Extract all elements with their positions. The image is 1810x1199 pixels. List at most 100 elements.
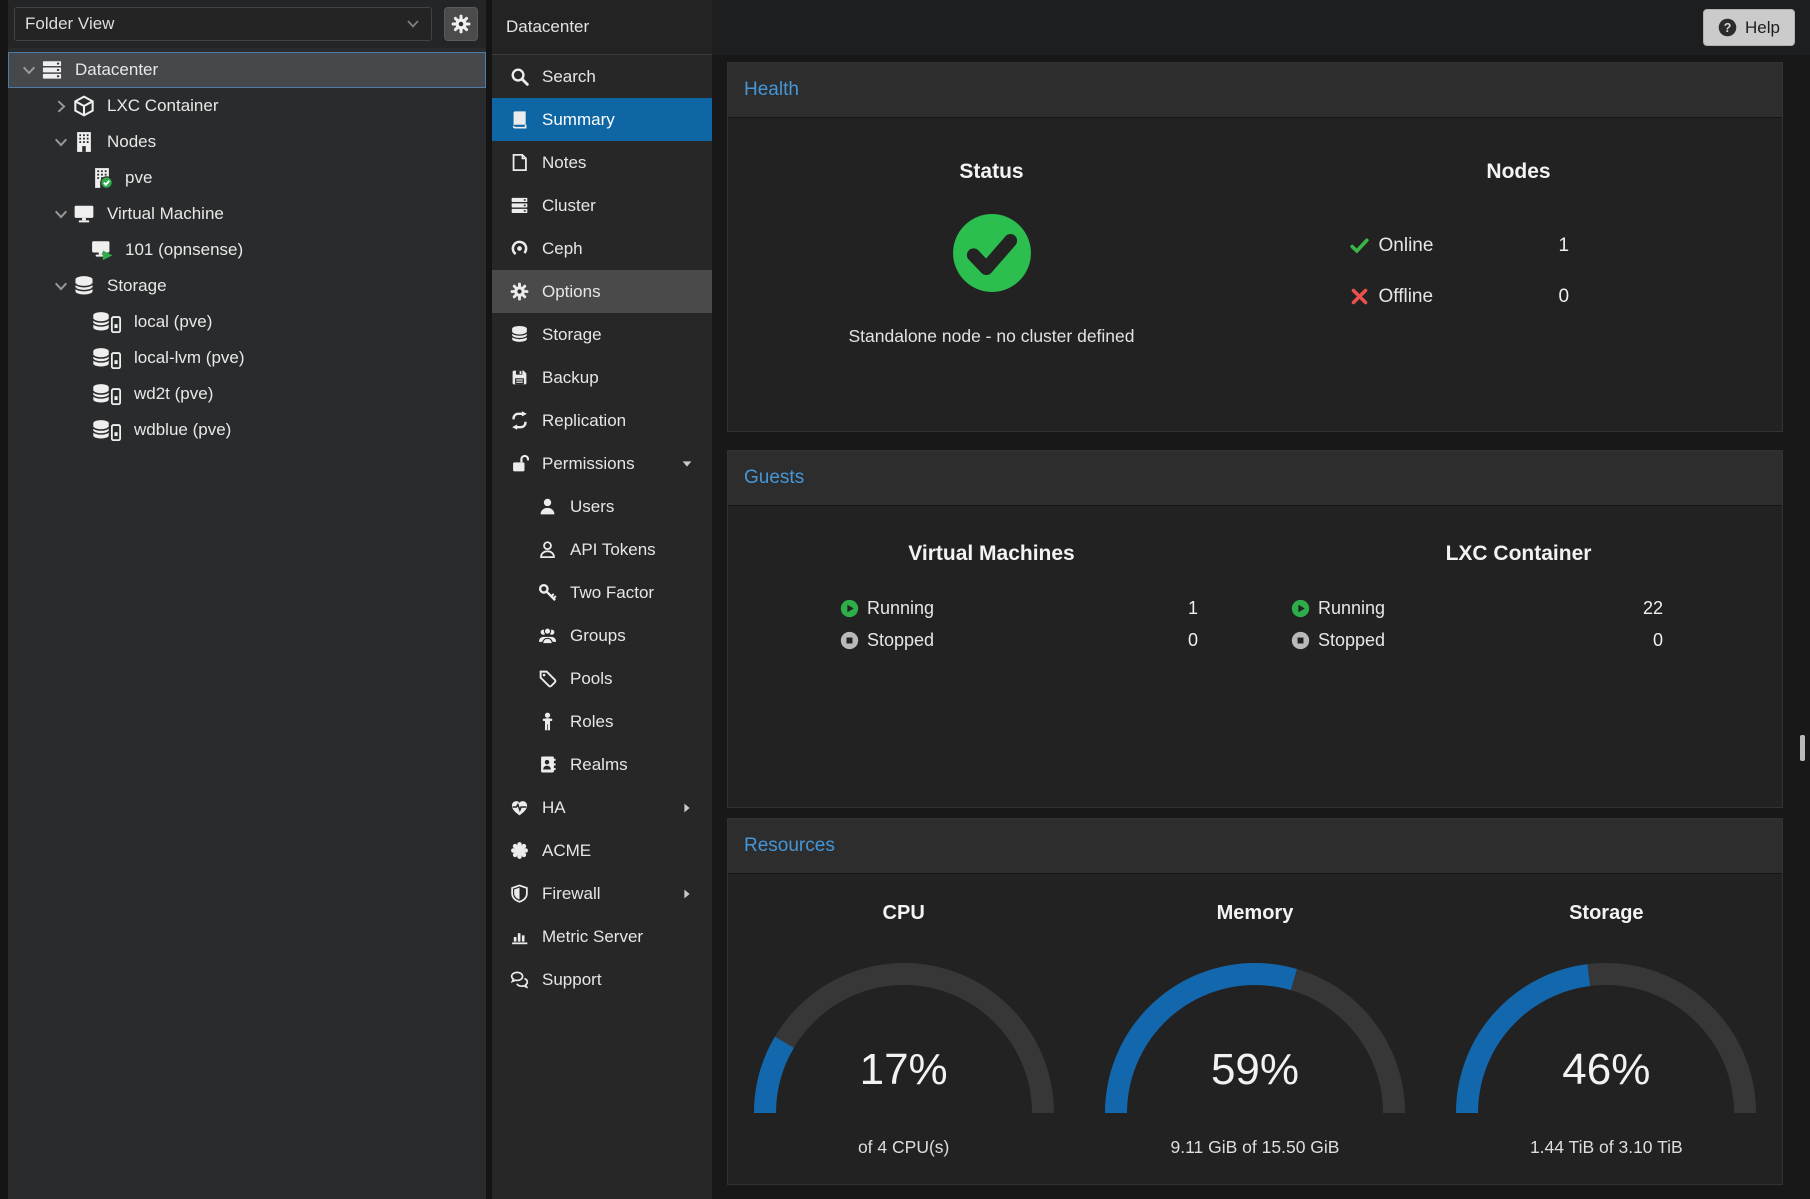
nav-item-summary[interactable]: Summary bbox=[492, 98, 712, 141]
help-button[interactable]: Help bbox=[1703, 9, 1795, 46]
resources-panel-title: Resources bbox=[728, 819, 1782, 874]
nav-item-ha[interactable]: HA bbox=[492, 786, 712, 829]
floppy-icon bbox=[510, 368, 529, 387]
nav-item-roles[interactable]: Roles bbox=[492, 700, 712, 743]
tree-item-storage-wd2t[interactable]: wd2t (pve) bbox=[8, 376, 486, 412]
nav-item-cluster[interactable]: Cluster bbox=[492, 184, 712, 227]
nav-item-acme[interactable]: ACME bbox=[492, 829, 712, 872]
vm-running-value: 1 bbox=[1187, 597, 1198, 618]
status-heading: Status bbox=[959, 160, 1024, 183]
tree-item-storage[interactable]: Storage bbox=[8, 268, 486, 304]
nav-item-support[interactable]: Support bbox=[492, 958, 712, 1001]
chevron-down-icon[interactable] bbox=[50, 134, 72, 151]
play-circle-icon bbox=[1291, 599, 1310, 618]
database-icon bbox=[510, 325, 529, 344]
address-book-icon bbox=[538, 755, 557, 774]
nav-item-realms[interactable]: Realms bbox=[492, 743, 712, 786]
nav-item-label: Realms bbox=[570, 754, 628, 774]
nav-item-label: Roles bbox=[570, 711, 614, 731]
tree-item-storage-local[interactable]: local (pve) bbox=[8, 304, 486, 340]
tree-item-vm-101[interactable]: 101 (opnsense) bbox=[8, 232, 486, 268]
building-icon bbox=[72, 131, 96, 153]
tree-item-label: Nodes bbox=[107, 132, 157, 151]
status-ok-icon bbox=[951, 212, 1033, 294]
content-scrollbar[interactable] bbox=[1796, 57, 1808, 1197]
cpu-heading: CPU bbox=[882, 902, 925, 924]
tree-item-label: local (pve) bbox=[134, 312, 213, 331]
nav-item-label: Permissions bbox=[542, 453, 635, 473]
server-icon bbox=[40, 59, 64, 81]
nav-item-backup[interactable]: Backup bbox=[492, 356, 712, 399]
nav-item-label: Replication bbox=[542, 410, 627, 430]
nav-item-groups[interactable]: Groups bbox=[492, 614, 712, 657]
tree-item-label: pve bbox=[125, 168, 153, 187]
tree-item-virtual-machine[interactable]: Virtual Machine bbox=[8, 196, 486, 232]
user-icon bbox=[538, 497, 557, 516]
nav-item-label: Metric Server bbox=[542, 926, 644, 946]
tree-item-datacenter[interactable]: Datacenter bbox=[8, 52, 486, 88]
view-mode-select[interactable]: Folder View bbox=[14, 7, 432, 41]
tree-item-pve[interactable]: pve bbox=[8, 160, 486, 196]
tree-item-storage-local-lvm[interactable]: local-lvm (pve) bbox=[8, 340, 486, 376]
nav-item-label: Ceph bbox=[542, 238, 583, 258]
nav-item-two-factor[interactable]: Two Factor bbox=[492, 571, 712, 614]
gear-icon bbox=[451, 14, 471, 34]
lxc-running-label: Running bbox=[1318, 597, 1386, 618]
chevron-right-icon[interactable] bbox=[50, 98, 72, 115]
nav-item-firewall[interactable]: Firewall bbox=[492, 872, 712, 915]
nav-title: Datacenter bbox=[492, 0, 712, 55]
online-label: Online bbox=[1378, 234, 1434, 256]
gear-icon bbox=[510, 282, 529, 301]
help-button-label: Help bbox=[1745, 17, 1780, 37]
lxc-running-value: 22 bbox=[1642, 597, 1663, 618]
nav-item-permissions[interactable]: Permissions bbox=[492, 442, 712, 485]
nav-item-pools[interactable]: Pools bbox=[492, 657, 712, 700]
lxc-stopped-value: 0 bbox=[1652, 629, 1663, 650]
resource-tree-panel: Folder View Datacenter LXC Container Nod… bbox=[8, 0, 486, 1199]
cpu-gauge: 17% bbox=[753, 963, 1054, 1125]
certificate-seal-icon bbox=[510, 841, 529, 860]
comments-icon bbox=[510, 970, 529, 989]
tree-settings-button[interactable] bbox=[444, 7, 478, 41]
lxc-running-row: Running 22 bbox=[1291, 592, 1663, 624]
nav-item-metric-server[interactable]: Metric Server bbox=[492, 915, 712, 958]
nav-item-users[interactable]: Users bbox=[492, 485, 712, 528]
nav-item-storage[interactable]: Storage bbox=[492, 313, 712, 356]
tree-item-label: local-lvm (pve) bbox=[134, 348, 245, 367]
database-icon bbox=[72, 275, 96, 297]
scrollbar-thumb[interactable] bbox=[1800, 735, 1805, 761]
vm-stopped-value: 0 bbox=[1187, 629, 1198, 650]
nav-item-replication[interactable]: Replication bbox=[492, 399, 712, 442]
chevron-down-icon[interactable] bbox=[50, 206, 72, 223]
caret-right-icon bbox=[680, 887, 694, 901]
virtual-machines-heading: Virtual Machines bbox=[908, 542, 1075, 565]
lxc-stopped-label: Stopped bbox=[1318, 629, 1386, 650]
guests-panel-title: Guests bbox=[728, 451, 1782, 506]
tree-item-lxc-container[interactable]: LXC Container bbox=[8, 88, 486, 124]
chevron-down-icon[interactable] bbox=[50, 278, 72, 295]
bar-chart-icon bbox=[510, 927, 529, 946]
nav-item-label: HA bbox=[542, 797, 566, 817]
chevron-down-icon[interactable] bbox=[18, 62, 40, 79]
guests-panel: Guests Virtual Machines Running 1 Stoppe… bbox=[727, 450, 1783, 808]
person-icon bbox=[538, 712, 557, 731]
heartbeat-icon bbox=[510, 798, 529, 817]
vm-stopped-row: Stopped 0 bbox=[840, 624, 1198, 656]
nav-item-label: Two Factor bbox=[570, 582, 655, 602]
vm-running-label: Running bbox=[867, 597, 935, 618]
stop-circle-icon bbox=[840, 631, 859, 650]
nav-item-label: Firewall bbox=[542, 883, 601, 903]
tree-item-nodes[interactable]: Nodes bbox=[8, 124, 486, 160]
vm-stopped-label: Stopped bbox=[867, 629, 935, 650]
resources-panel: Resources CPU 17% of 4 CPU(s) Memory 59% bbox=[727, 818, 1783, 1185]
nav-item-api-tokens[interactable]: API Tokens bbox=[492, 528, 712, 571]
nav-item-options[interactable]: Options bbox=[492, 270, 712, 313]
nav-item-notes[interactable]: Notes bbox=[492, 141, 712, 184]
nav-item-label: Search bbox=[542, 66, 596, 86]
nav-item-search[interactable]: Search bbox=[492, 55, 712, 98]
tag-icon bbox=[538, 669, 557, 688]
nav-item-ceph[interactable]: Ceph bbox=[492, 227, 712, 270]
offline-label: Offline bbox=[1378, 285, 1434, 307]
users-group-icon bbox=[538, 626, 557, 645]
tree-item-storage-wdblue[interactable]: wdblue (pve) bbox=[8, 412, 486, 448]
